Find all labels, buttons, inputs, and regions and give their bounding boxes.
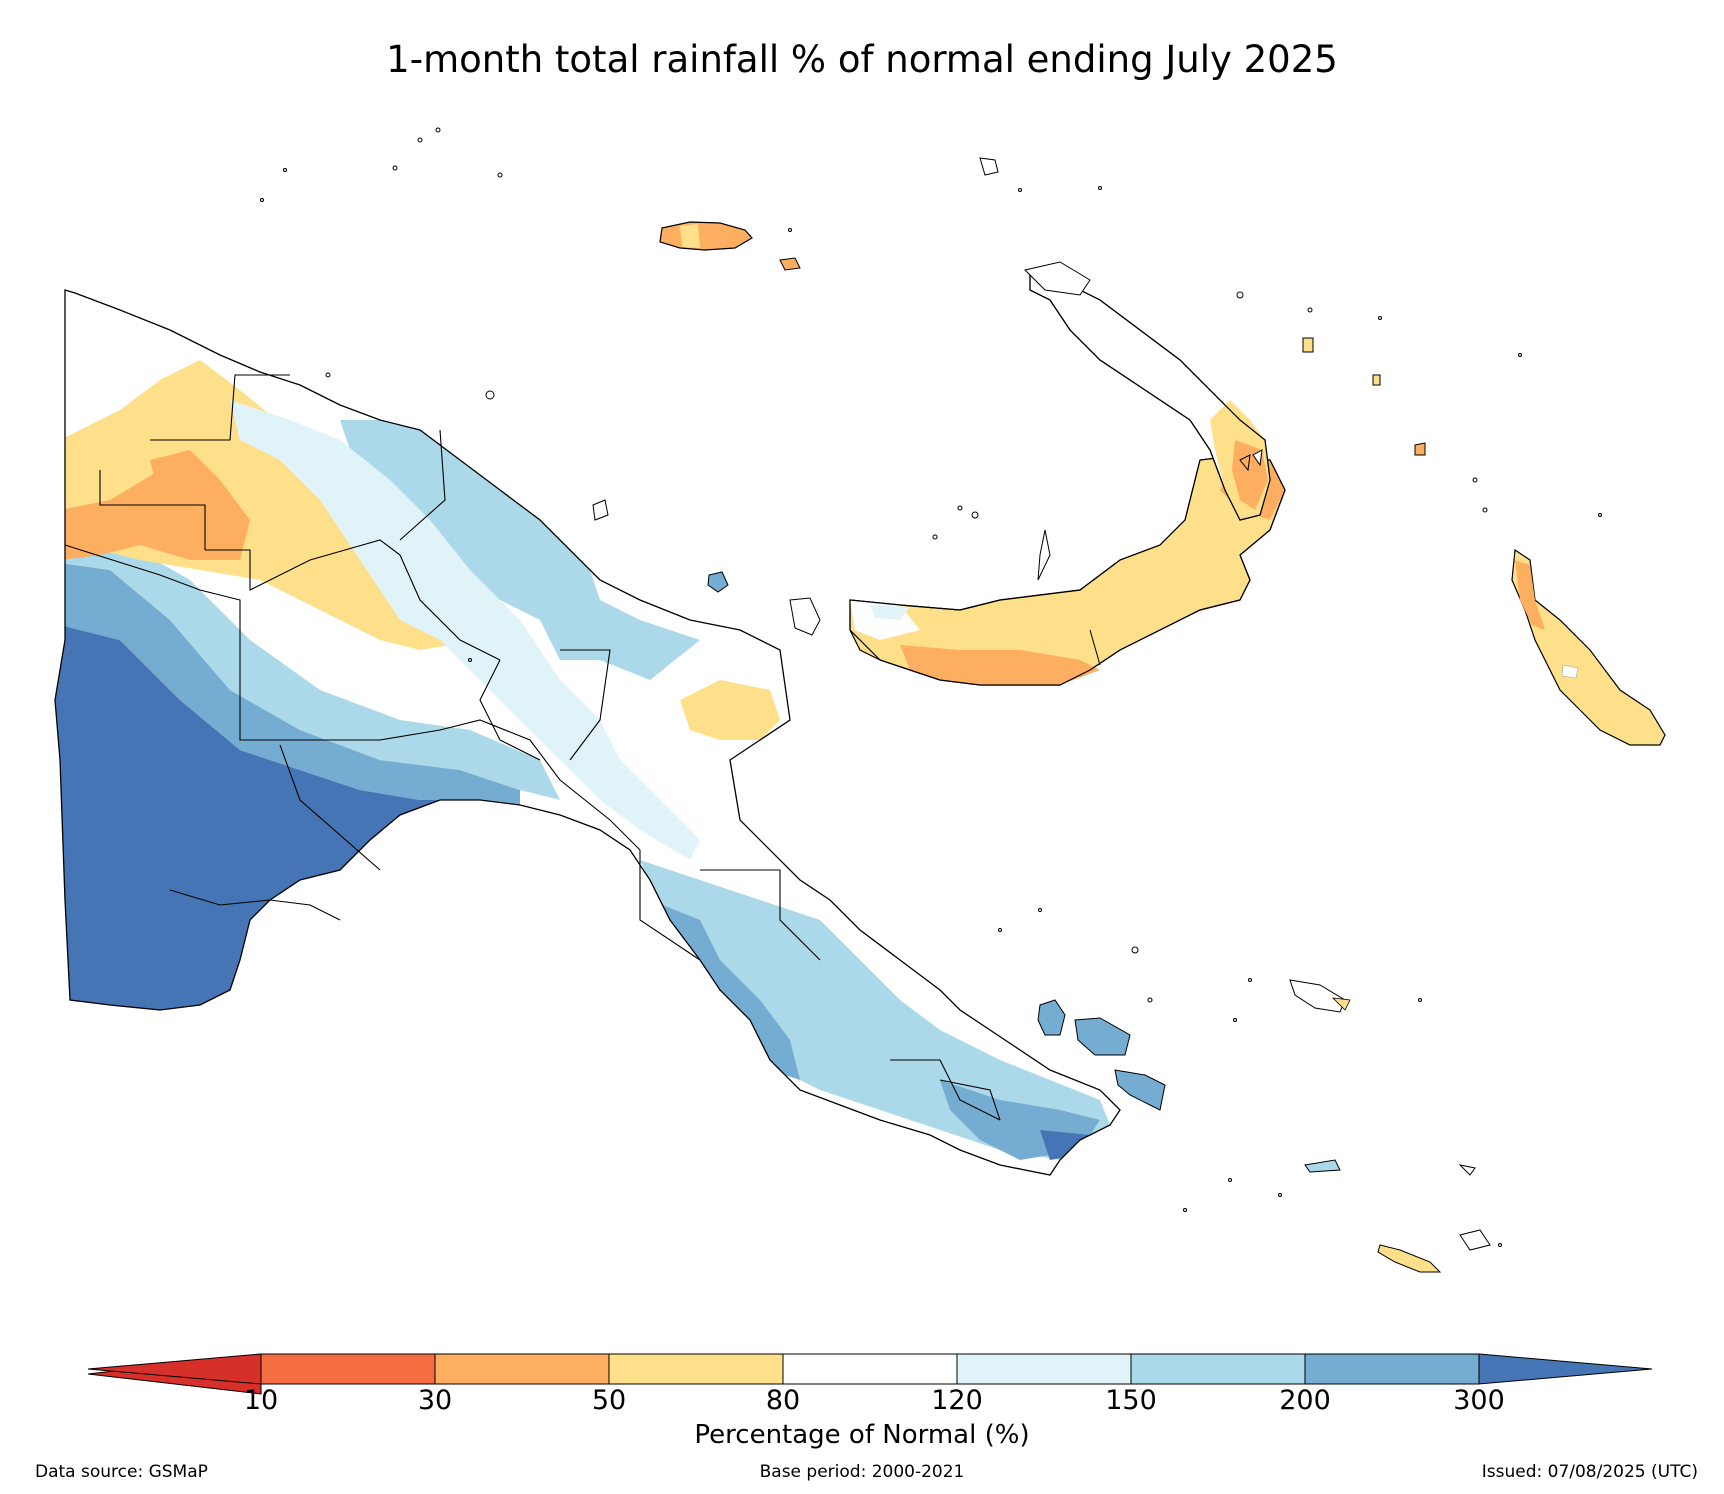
region-150-200-north: [340, 420, 700, 680]
region-120-150-north: [230, 400, 700, 860]
manus-island: [659, 221, 801, 271]
nb-30-50-south: [900, 645, 1100, 685]
colorbar-tick-label: 80: [765, 1385, 801, 1416]
colorbar-tick-label: 50: [591, 1385, 627, 1416]
colorbar-tick-label: 120: [931, 1385, 983, 1416]
colorbar-bin-200-300: [1304, 1353, 1480, 1385]
colorbar-bin-150-200: [1130, 1353, 1306, 1385]
map-title: 1-month total rainfall % of normal endin…: [386, 38, 1338, 81]
region-200-300-sw: [55, 560, 520, 820]
colorbar-tick-label: 300: [1453, 1385, 1505, 1416]
issued-date-note: Issued: 07/08/2025 (UTC): [1481, 1462, 1698, 1482]
mainland: [54, 289, 1121, 1176]
dentrecasteaux-islands: [1037, 979, 1491, 1273]
region-150-200-sw: [55, 520, 560, 800]
bougainville: [1511, 548, 1666, 746]
province-borders: [64, 374, 1001, 1121]
region-150-200-south: [640, 860, 1110, 1160]
colorbar-bin-50-80: [608, 1353, 784, 1385]
bv-30-50: [1515, 560, 1545, 630]
colorbar-bin-10-30: [260, 1353, 436, 1385]
colorbar-tick-label: 150: [1105, 1385, 1157, 1416]
colorbar-tick-label: 30: [417, 1385, 453, 1416]
region-over-300: [55, 620, 480, 1030]
manus-50-80: [680, 224, 700, 248]
colorbar-extend-high: [1478, 1353, 1653, 1385]
base-period-note: Base period: 2000-2021: [759, 1462, 965, 1482]
colorbar-bin-120-150: [956, 1353, 1132, 1385]
data-source-note: Data source: GSMaP: [35, 1462, 208, 1482]
region-50-80-east: [680, 680, 780, 740]
nb-120-150-west: [870, 605, 910, 620]
bv-white: [1561, 664, 1579, 679]
colorbar-bin-80-120: [782, 1353, 958, 1385]
colorbar-bin-30-50: [434, 1353, 610, 1385]
rainfall-map: [54, 127, 1666, 1273]
colorbar-tick-label: 10: [243, 1385, 279, 1416]
islets: [260, 127, 1602, 1247]
colorbar-tick-label: 200: [1279, 1385, 1331, 1416]
small-islands: [592, 157, 1476, 1176]
colorbar-label: Percentage of Normal (%): [694, 1420, 1030, 1450]
